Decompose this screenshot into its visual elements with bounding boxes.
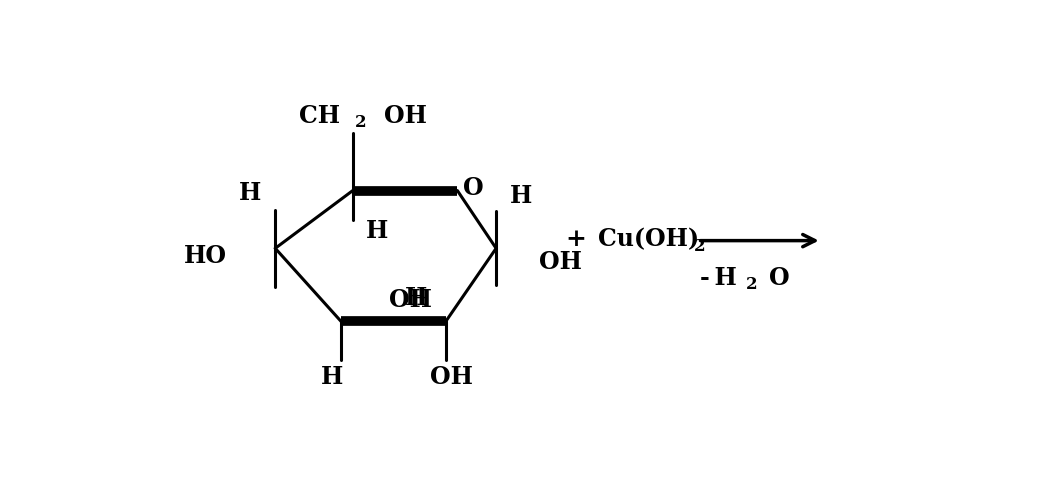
Text: Cu(OH): Cu(OH) xyxy=(598,227,699,251)
Text: CH: CH xyxy=(300,104,341,128)
Text: 2: 2 xyxy=(746,276,757,293)
Text: OH: OH xyxy=(539,250,581,274)
Text: OH: OH xyxy=(384,104,427,128)
Text: OH: OH xyxy=(430,365,474,389)
Text: H: H xyxy=(321,365,343,389)
Text: H: H xyxy=(405,286,427,310)
Text: H: H xyxy=(366,218,388,243)
Text: HO: HO xyxy=(185,244,227,268)
Text: H: H xyxy=(510,184,532,208)
Text: 2: 2 xyxy=(354,114,366,130)
Text: H: H xyxy=(239,181,262,205)
Text: O: O xyxy=(769,266,789,290)
Text: OH: OH xyxy=(389,288,433,312)
Text: 2: 2 xyxy=(694,238,706,255)
Text: - H: - H xyxy=(699,266,736,290)
Text: +: + xyxy=(565,227,587,251)
Text: O: O xyxy=(462,176,483,200)
